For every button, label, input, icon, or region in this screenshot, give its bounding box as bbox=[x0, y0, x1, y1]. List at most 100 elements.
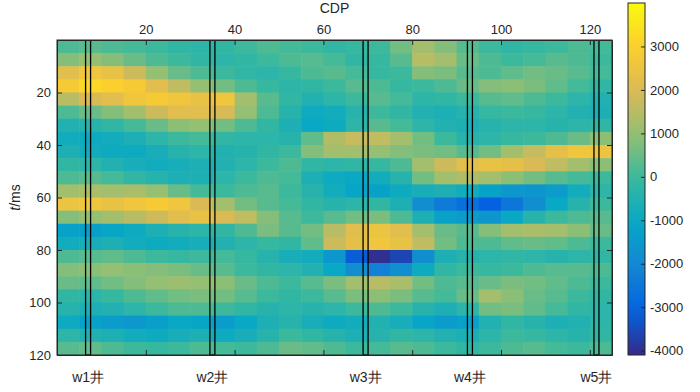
tick-mark bbox=[607, 93, 612, 94]
heatmap-cell bbox=[545, 263, 568, 277]
heatmap-cell bbox=[212, 40, 235, 54]
heatmap-cell bbox=[346, 79, 369, 93]
heatmap-cell bbox=[590, 342, 612, 355]
heatmap-cell bbox=[279, 198, 302, 212]
heatmap-cell bbox=[412, 184, 435, 198]
heatmap-cell bbox=[279, 276, 302, 290]
tick-mark bbox=[607, 145, 612, 146]
heatmap-cell bbox=[390, 40, 413, 54]
heatmap bbox=[57, 40, 612, 355]
heatmap-cell bbox=[479, 224, 502, 238]
tick-mark bbox=[607, 198, 612, 199]
heatmap-cell bbox=[346, 53, 369, 67]
heatmap-cell bbox=[235, 303, 258, 317]
tick: 100 bbox=[491, 22, 513, 45]
heatmap-cell bbox=[146, 66, 169, 80]
heatmap-cell bbox=[301, 119, 324, 133]
heatmap-cell bbox=[57, 40, 80, 54]
heatmap-cell bbox=[346, 184, 369, 198]
heatmap-cell bbox=[390, 342, 413, 355]
heatmap-cell bbox=[257, 237, 280, 251]
heatmap-cell bbox=[590, 171, 612, 185]
heatmap-cell bbox=[523, 53, 546, 67]
heatmap-cell bbox=[212, 263, 235, 277]
heatmap-cell bbox=[390, 132, 413, 146]
tick-label: 3000 bbox=[650, 39, 679, 54]
heatmap-cell bbox=[235, 316, 258, 330]
heatmap-cell bbox=[523, 198, 546, 212]
heatmap-cell bbox=[479, 53, 502, 67]
heatmap-cell bbox=[568, 237, 591, 251]
heatmap-cell bbox=[501, 198, 524, 212]
heatmap-cell bbox=[101, 316, 124, 330]
heatmap-cell bbox=[412, 342, 435, 355]
y-axis-right bbox=[607, 41, 613, 356]
heatmap-cell bbox=[434, 263, 457, 277]
tick-mark bbox=[501, 40, 502, 45]
heatmap-cell bbox=[124, 132, 147, 146]
heatmap-cell bbox=[323, 342, 346, 355]
tick: -2000 bbox=[641, 256, 683, 271]
heatmap-cell bbox=[323, 106, 346, 120]
heatmap-cell bbox=[412, 79, 435, 93]
heatmap-cell bbox=[57, 303, 80, 317]
heatmap-cell bbox=[412, 303, 435, 317]
heatmap-cell bbox=[590, 158, 612, 172]
heatmap-cell bbox=[279, 132, 302, 146]
heatmap-cell bbox=[235, 106, 258, 120]
heatmap-cell bbox=[412, 132, 435, 146]
heatmap-cell bbox=[390, 224, 413, 238]
heatmap-cell bbox=[590, 53, 612, 67]
colorbar-axis: -4000-3000-2000-10000100020003000 bbox=[641, 4, 683, 359]
heatmap-cell bbox=[590, 224, 612, 238]
heatmap-cell bbox=[124, 316, 147, 330]
heatmap-cell bbox=[146, 303, 169, 317]
heatmap-cell bbox=[545, 237, 568, 251]
heatmap-cell bbox=[257, 184, 280, 198]
heatmap-cell bbox=[301, 211, 324, 225]
heatmap-cell bbox=[412, 53, 435, 67]
x-axis-bottom bbox=[58, 350, 613, 356]
heatmap-cell bbox=[235, 53, 258, 67]
heatmap-cell bbox=[568, 93, 591, 107]
heatmap-cell bbox=[479, 93, 502, 107]
heatmap-cell bbox=[545, 342, 568, 355]
tick-mark bbox=[146, 350, 147, 355]
heatmap-cell bbox=[146, 106, 169, 120]
heatmap-cell bbox=[101, 106, 124, 120]
heatmap-cell bbox=[412, 329, 435, 343]
tick-mark bbox=[607, 250, 612, 251]
heatmap-cell bbox=[257, 263, 280, 277]
heatmap-cell bbox=[257, 224, 280, 238]
heatmap-cell bbox=[501, 145, 524, 159]
heatmap-cell bbox=[346, 198, 369, 212]
heatmap-cell bbox=[101, 329, 124, 343]
heatmap-cell bbox=[368, 224, 391, 238]
heatmap-cell bbox=[279, 211, 302, 225]
tick: 3000 bbox=[641, 39, 679, 54]
heatmap-cell bbox=[390, 211, 413, 225]
heatmap-cell bbox=[545, 184, 568, 198]
heatmap-cell bbox=[501, 66, 524, 80]
heatmap-cell bbox=[235, 79, 258, 93]
tick bbox=[607, 93, 612, 94]
heatmap-cell bbox=[101, 93, 124, 107]
heatmap-cell bbox=[168, 303, 191, 317]
heatmap-cell bbox=[390, 145, 413, 159]
heatmap-cell bbox=[368, 53, 391, 67]
heatmap-cell bbox=[523, 303, 546, 317]
heatmap-cell bbox=[279, 93, 302, 107]
tick-mark bbox=[57, 93, 62, 94]
heatmap-cell bbox=[412, 263, 435, 277]
heatmap-cell bbox=[146, 224, 169, 238]
heatmap-cell bbox=[57, 224, 80, 238]
colorbar bbox=[628, 3, 645, 355]
heatmap-cell bbox=[57, 66, 80, 80]
heatmap-cell bbox=[279, 329, 302, 343]
tick: 20 bbox=[139, 22, 153, 45]
heatmap-cell bbox=[346, 263, 369, 277]
heatmap-cell bbox=[168, 198, 191, 212]
heatmap-cell bbox=[257, 79, 280, 93]
heatmap-cell bbox=[368, 132, 391, 146]
heatmap-cell bbox=[434, 342, 457, 355]
